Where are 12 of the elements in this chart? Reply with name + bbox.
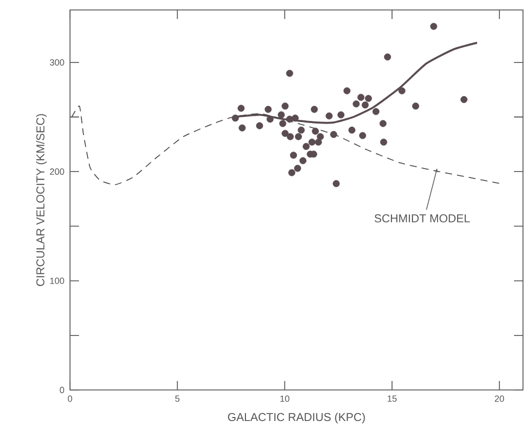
y-tick-label: 300 [50, 59, 64, 66]
y-tick-label: 0 [60, 386, 64, 394]
x-tick-label: 15 [388, 396, 397, 402]
y-axis-title: CIRCULAR VELOCITY (KM/SEC) [36, 114, 47, 286]
x-tick-label: 10 [280, 396, 290, 402]
x-tick-label: 0 [68, 396, 72, 402]
x-tick-label: 5 [175, 396, 180, 402]
x-tick-label: 20 [494, 396, 504, 402]
x-axis-title: GALACTIC RADIUS (KPC) [228, 412, 365, 424]
annotation: SCHMIDT MODEL [374, 214, 470, 222]
y-tick-label: 200 [50, 168, 64, 175]
y-tick-label: 100 [50, 278, 64, 284]
